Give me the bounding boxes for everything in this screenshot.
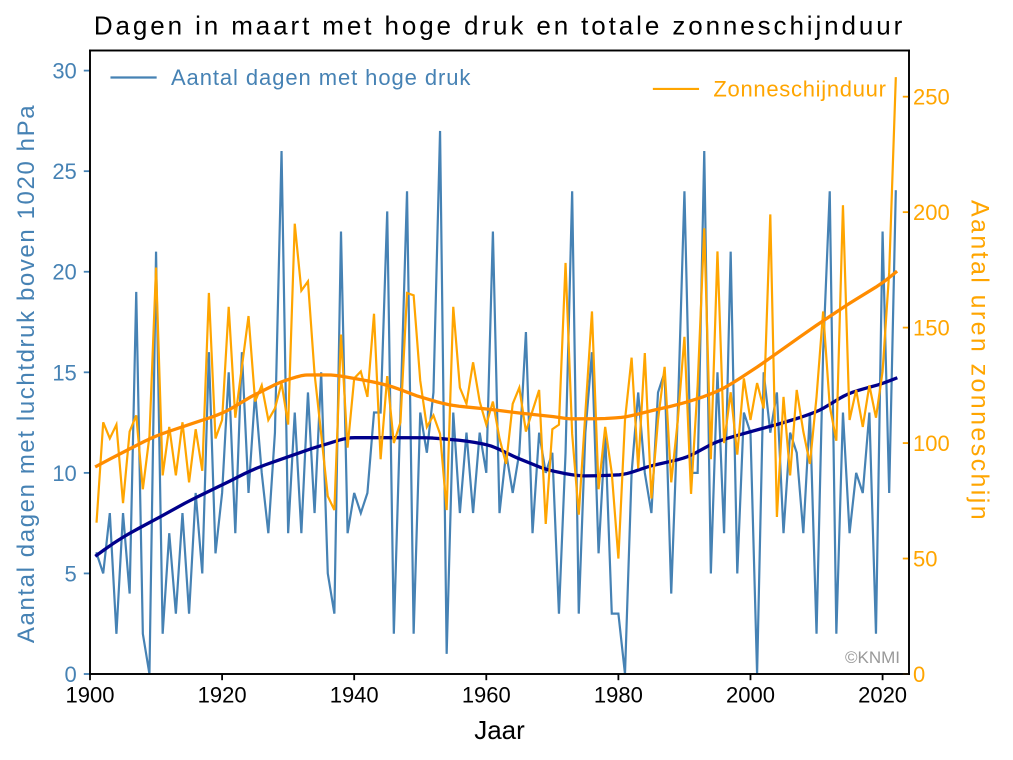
svg-text:10: 10 [52,461,76,486]
svg-text:2000: 2000 [726,683,775,708]
svg-text:200: 200 [913,200,950,225]
svg-text:0: 0 [913,662,925,687]
svg-text:15: 15 [52,360,76,385]
svg-text:1940: 1940 [330,683,379,708]
svg-text:Aantal dagen met luchtdruk bov: Aantal dagen met luchtdruk boven 1020 hP… [13,104,40,643]
svg-text:250: 250 [913,85,950,110]
svg-text:©KNMI: ©KNMI [845,648,900,667]
svg-text:50: 50 [913,547,937,572]
svg-text:5: 5 [65,561,77,586]
svg-text:25: 25 [52,159,76,184]
svg-text:1960: 1960 [462,683,511,708]
svg-text:30: 30 [52,59,76,84]
svg-text:0: 0 [65,662,77,687]
svg-text:1980: 1980 [594,683,643,708]
svg-text:2020: 2020 [858,683,907,708]
svg-text:Zonneschijnduur: Zonneschijnduur [713,77,886,102]
svg-text:100: 100 [913,431,950,456]
svg-text:Aantal uren zonneschijn: Aantal uren zonneschijn [965,200,993,522]
svg-text:1900: 1900 [66,683,115,708]
svg-text:20: 20 [52,260,76,285]
svg-text:Aantal dagen met hoge druk: Aantal dagen met hoge druk [171,65,471,90]
svg-text:Dagen in maart met hoge druk e: Dagen in maart met hoge druk en totale z… [94,10,905,40]
svg-text:Jaar: Jaar [474,715,525,745]
svg-text:1920: 1920 [198,683,247,708]
svg-text:150: 150 [913,316,950,341]
